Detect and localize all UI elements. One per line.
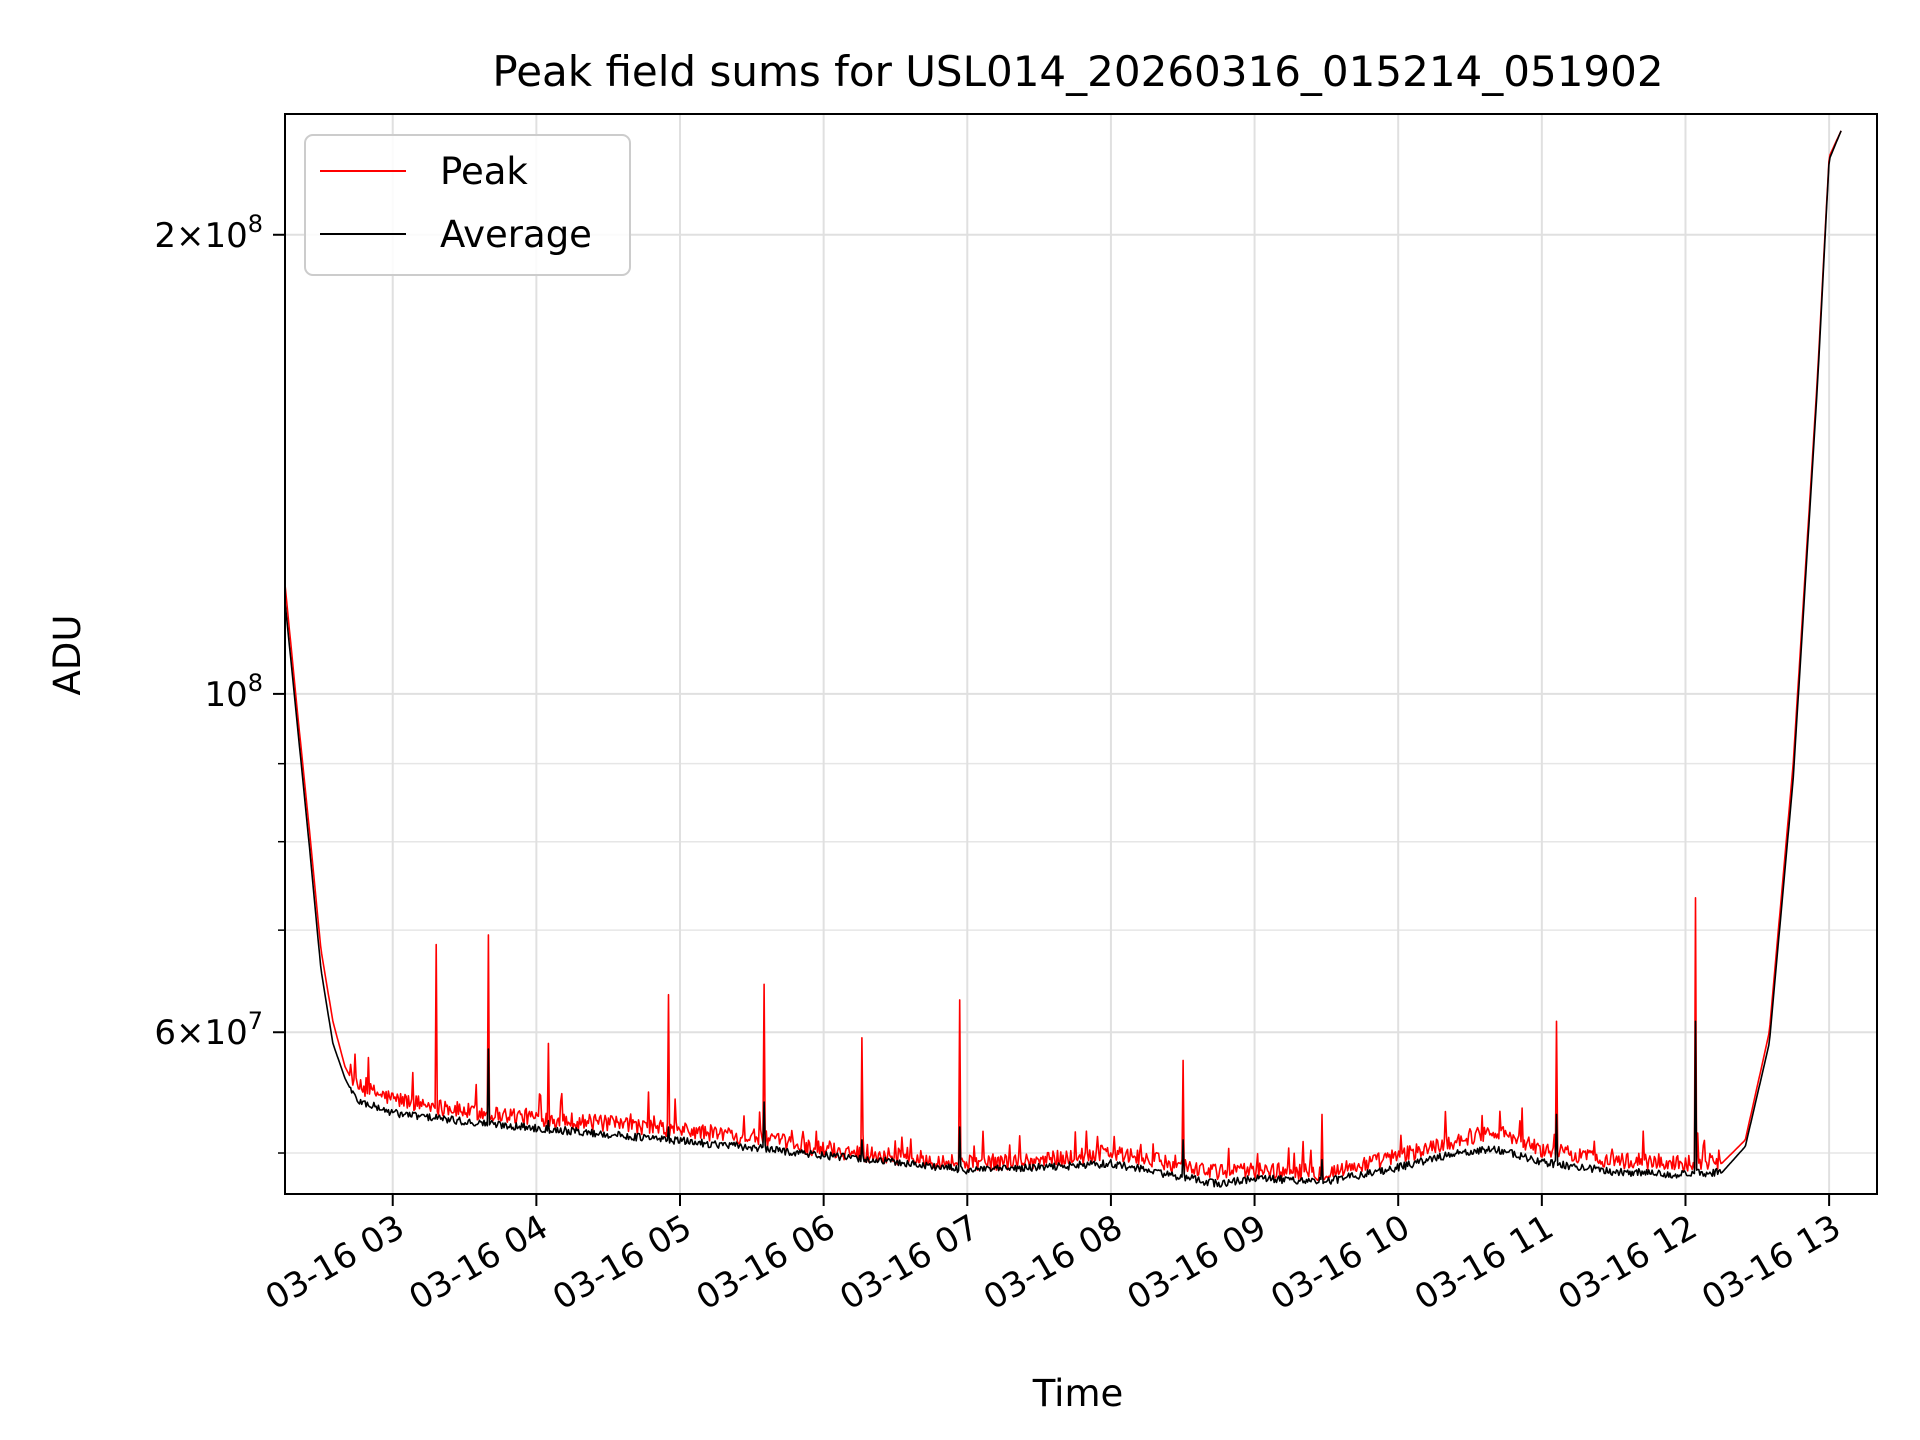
series-line-average [285, 130, 1842, 1188]
legend: Peak Average [304, 134, 631, 276]
chart-title: Peak field sums for USL014_20260316_0152… [492, 47, 1663, 96]
y-axis: 2×108 108 6×107 [154, 210, 285, 1154]
plot-frame [284, 113, 1878, 1195]
y-tick-label: 108 [204, 669, 263, 715]
y-tick-label: 2×108 [154, 210, 263, 256]
series-line-peak [285, 130, 1842, 1182]
y-axis-label: ADU [46, 615, 89, 696]
grid [285, 114, 1877, 1194]
series-layer [285, 130, 1842, 1188]
y-tick-label: 6×107 [154, 1007, 263, 1053]
x-axis-label: Time [1032, 1372, 1124, 1415]
legend-average-label: Average [440, 213, 592, 256]
legend-peak-label: Peak [440, 150, 528, 193]
